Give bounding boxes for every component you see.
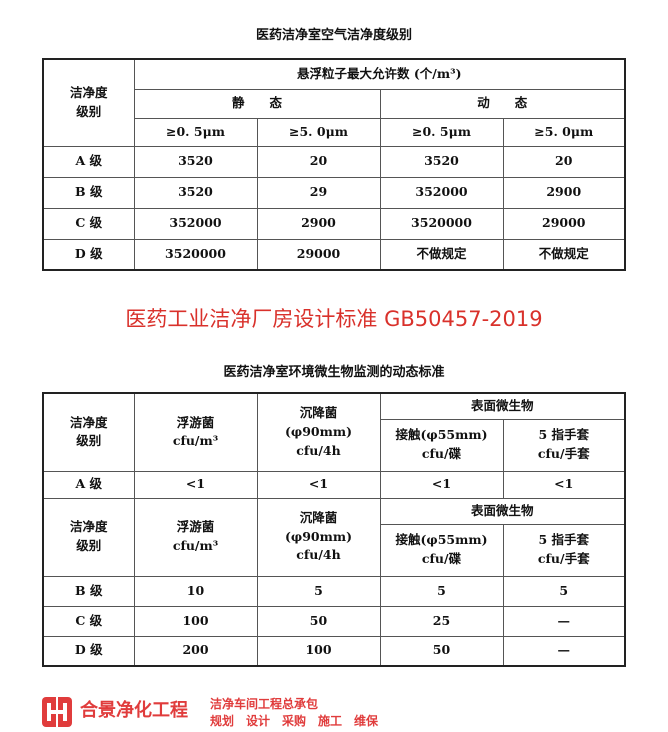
watermark-logo (42, 697, 72, 727)
cell: 29000 (256, 238, 381, 271)
watermark-services: 规划 设计 采购 施工 维保 (210, 714, 379, 728)
cell: 29000 (502, 207, 626, 240)
cell: 3520 (133, 176, 258, 209)
cell: 5 指手套 cfu/手套 (502, 523, 626, 577)
watermark-name: 合景净化工程 (80, 700, 188, 721)
cell: ≥0. 5μm (379, 117, 504, 147)
cell: 5 (502, 575, 626, 607)
cell: 接触(φ55mm) cfu/碟 (379, 418, 504, 472)
cell: D 级 (42, 238, 135, 271)
table-row: B 级 10 5 5 5 (42, 575, 626, 607)
cell: 10 (133, 575, 258, 607)
cell: 3520 (379, 145, 504, 178)
cell: 表面微生物 (379, 497, 626, 525)
cell: 352000 (379, 176, 504, 209)
cell: — (502, 605, 626, 637)
cell: C 级 (42, 207, 135, 240)
table-row: B 级 3520 29 352000 2900 (42, 176, 626, 209)
cell: 5 指手套 cfu/手套 (502, 418, 626, 472)
cell: 50 (379, 635, 504, 667)
cleanliness-grade-table: 洁净度 级别 悬浮粒子最大允许数 (个/m³) 静 态动 态 ≥0. 5μm ≥5. 0… (42, 58, 627, 271)
table-row: D 级 3520000 29000 不做规定 不做规定 (42, 238, 626, 271)
standard-banner: 医药工业洁净厂房设计标准 GB50457-2019 (125, 307, 543, 331)
cell: <1 (379, 470, 504, 499)
cell: 29 (256, 176, 381, 209)
cell: B 级 (42, 575, 135, 607)
cell: A 级 (42, 470, 135, 499)
table-row: D 级 200 100 50— (42, 635, 626, 667)
cell: 不做规定 (502, 238, 626, 271)
cell: 洁净度 级别 (42, 58, 135, 147)
cell: 25 (379, 605, 504, 637)
cell: D 级 (42, 635, 135, 667)
cell: 表面微生物 (379, 392, 626, 420)
cell: 浮游菌 cfu/m³ (133, 392, 258, 472)
cell: B 级 (42, 176, 135, 209)
cell: 浮游菌 cfu/m³ (133, 497, 258, 577)
table-row: C 级 352000 2900 3520000 29000 (42, 207, 626, 240)
cell: 3520000 (133, 238, 258, 271)
cell: 悬浮粒子最大允许数 (个/m³) (133, 58, 626, 90)
cell: A 级 (42, 145, 135, 178)
cell: <1 (133, 470, 258, 499)
cell: 200 (133, 635, 258, 667)
cell: 2900 (256, 207, 381, 240)
cell: 100 (133, 605, 258, 637)
cell: ≥5. 0μm (502, 117, 626, 147)
cell: — (502, 635, 626, 667)
cell: ≥0. 5μm (133, 117, 258, 147)
cell: 20 (256, 145, 381, 178)
cell: 3520000 (379, 207, 504, 240)
cell: 2900 (502, 176, 626, 209)
cell: <1 (502, 470, 626, 499)
table2-title: 医药洁净室环境微生物监测的动态标准 (223, 365, 445, 380)
table-row: A 级 <1 <1 <1 <1 (42, 470, 626, 499)
table-row: A 级 3520 20 3520 20 (42, 145, 626, 178)
cell: 100 (256, 635, 381, 667)
cell: <1 (256, 470, 381, 499)
cell: 洁净度 级别 (42, 497, 135, 577)
cell: 洁净度 级别 (42, 392, 135, 472)
cell: 3520 (133, 145, 258, 178)
table1-title: 医药洁净室空气洁净度级别 (255, 28, 412, 43)
cell: 5 (379, 575, 504, 607)
cell: 沉降菌 (φ90mm) cfu/4h (256, 392, 381, 472)
cell: 352000 (133, 207, 258, 240)
cell: 沉降菌 (φ90mm) cfu/4h (256, 497, 381, 577)
microbe-monitoring-table: 洁净度 级别 浮游菌 cfu/m³ 沉降菌 (φ90mm) cfu/4h 表面微生物接… (42, 392, 627, 667)
watermark-sub: 洁净车间工程总承包 (210, 697, 319, 711)
table-row: C 级 100 50 25— (42, 605, 626, 637)
cell: 不做规定 (379, 238, 504, 271)
cell: 静 态 (133, 88, 381, 119)
cell: 5 (256, 575, 381, 607)
cell: 50 (256, 605, 381, 637)
cell: ≥5. 0μm (256, 117, 381, 147)
cell: 接触(φ55mm) cfu/碟 (379, 523, 504, 577)
cell: 动 态 (379, 88, 626, 119)
cell: C 级 (42, 605, 135, 637)
cell: 20 (502, 145, 626, 178)
